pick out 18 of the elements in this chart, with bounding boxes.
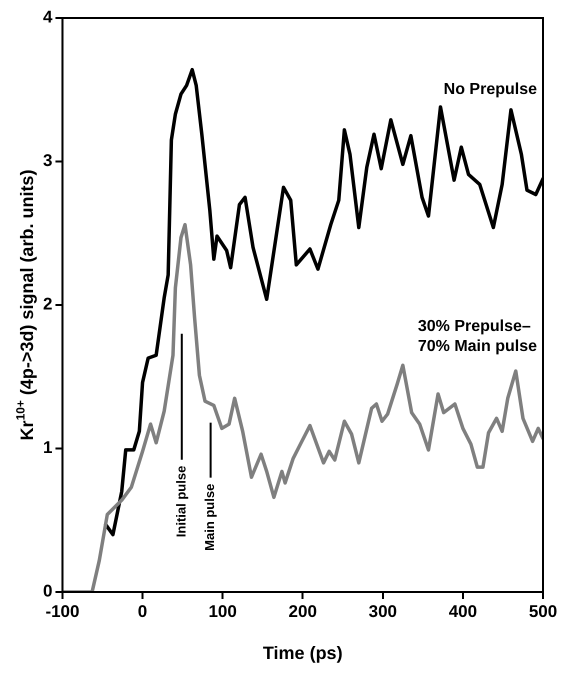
x-tick-label: 0 bbox=[138, 602, 148, 621]
x-tick-label: 300 bbox=[368, 602, 398, 621]
x-axis-title: Time (ps) bbox=[262, 643, 343, 664]
series-label: No Prepulse bbox=[444, 81, 538, 98]
y-tick-label: 0 bbox=[42, 582, 52, 601]
series-label: 30% Prepulse–70% Main pulse bbox=[418, 318, 538, 355]
y-tick-label: 3 bbox=[42, 151, 52, 170]
x-tick-label: 500 bbox=[528, 602, 558, 621]
x-tick-label: -100 bbox=[45, 602, 80, 621]
ref-line-label: Initial pulse bbox=[173, 466, 188, 538]
ref-line-label: Main pulse bbox=[202, 484, 218, 551]
y-tick-label: 2 bbox=[42, 294, 52, 314]
y-tick-label: 4 bbox=[42, 8, 53, 27]
x-tick-label: 200 bbox=[288, 602, 317, 621]
x-tick-label: 100 bbox=[208, 602, 237, 621]
x-tick-label: 400 bbox=[448, 602, 478, 621]
y-tick-label: 1 bbox=[42, 438, 52, 458]
y-axis-title: Kr10+ (4p->3d) signal (arb. units) bbox=[13, 170, 37, 440]
